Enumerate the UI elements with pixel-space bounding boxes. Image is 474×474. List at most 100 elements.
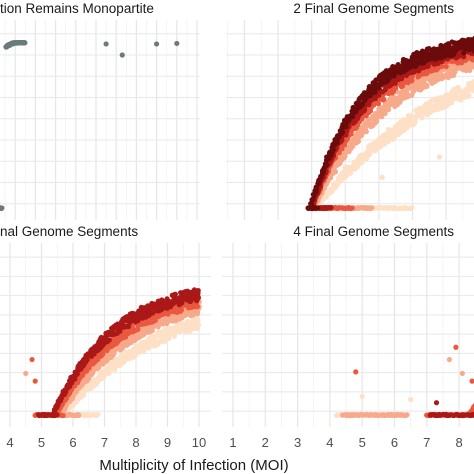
data-point: [391, 73, 397, 79]
data-point: [467, 67, 473, 73]
data-point: [349, 205, 355, 211]
data-point: [60, 412, 66, 419]
data-point: [324, 161, 330, 168]
facet-title: nal Genome Segments: [0, 224, 138, 239]
data-point: [29, 356, 35, 363]
data-point: [22, 40, 28, 46]
facet-title: tion Remains Monopartite: [0, 1, 154, 16]
panel-points: [305, 35, 474, 212]
panel-bottom-left: nal Genome Segments 4 5 6 7 8 9 10: [0, 224, 211, 450]
data-point: [471, 79, 474, 85]
data-point: [342, 164, 348, 170]
data-point: [471, 64, 474, 70]
data-point: [195, 288, 201, 294]
data-point: [347, 170, 354, 176]
data-point: [379, 113, 385, 120]
data-point: [119, 52, 125, 58]
data-point: [443, 63, 449, 70]
data-point: [135, 326, 141, 332]
x-tick-label: 8: [132, 435, 139, 450]
data-point: [369, 205, 375, 211]
data-point: [106, 370, 112, 376]
data-point: [459, 60, 465, 66]
data-point: [371, 96, 377, 102]
data-point: [363, 129, 369, 135]
data-point: [379, 174, 385, 180]
x-tick-label: 4: [6, 435, 13, 450]
data-point: [381, 96, 387, 102]
data-point: [106, 337, 112, 343]
data-point: [157, 329, 164, 335]
data-point: [141, 348, 147, 354]
data-point: [404, 412, 410, 418]
data-point: [195, 321, 201, 327]
data-point: [81, 392, 87, 398]
x-tick-label: 9: [164, 435, 171, 450]
data-point: [308, 201, 314, 207]
data-point: [464, 56, 471, 62]
data-point: [466, 92, 472, 98]
data-point: [32, 378, 38, 384]
data-point: [446, 356, 453, 363]
data-point: [409, 204, 415, 211]
x-tick-label: 7: [101, 435, 108, 450]
data-point: [362, 107, 368, 113]
data-point: [359, 393, 365, 400]
data-point: [470, 39, 474, 45]
data-point: [385, 106, 392, 113]
data-point: [351, 119, 357, 125]
facet-title: 2 Final Genome Segments: [293, 1, 454, 16]
data-point: [174, 40, 180, 47]
data-point: [436, 154, 442, 160]
data-point: [409, 77, 415, 83]
data-point: [171, 333, 177, 339]
data-point: [382, 87, 388, 93]
x-tick-label: 6: [69, 435, 76, 450]
data-point: [339, 146, 345, 152]
data-point: [353, 369, 359, 375]
data-point: [349, 113, 355, 120]
data-point: [172, 291, 178, 297]
panel-top-left: tion Remains Monopartite: [0, 1, 200, 220]
panel-background: [222, 243, 474, 427]
data-point: [424, 83, 430, 90]
data-point: [373, 118, 380, 124]
data-point: [332, 169, 339, 175]
data-point: [408, 113, 414, 119]
data-point: [342, 153, 348, 159]
data-point: [343, 124, 349, 130]
data-point: [439, 63, 445, 70]
data-point: [449, 100, 455, 106]
data-point: [314, 205, 321, 211]
data-point: [96, 364, 102, 370]
data-point: [178, 307, 185, 313]
data-point: [194, 304, 201, 310]
data-point: [195, 293, 201, 300]
data-point: [112, 366, 118, 373]
data-point: [328, 204, 334, 211]
data-point: [154, 41, 160, 47]
panel-points: [0, 40, 180, 212]
data-point: [470, 57, 474, 63]
data-point: [307, 205, 313, 211]
data-point: [393, 85, 399, 91]
panel-top-right: 2 Final Genome Segments: [226, 1, 474, 220]
data-point: [355, 138, 362, 144]
data-point: [447, 65, 453, 71]
x-tick-labels: 4 5 6 7 8 9 10: [6, 435, 206, 450]
panel-background: [0, 20, 200, 220]
data-point: [313, 185, 319, 191]
data-point: [375, 101, 382, 107]
data-point: [453, 344, 459, 350]
data-point: [195, 317, 201, 323]
data-point: [419, 115, 425, 121]
panel-points: [23, 287, 202, 419]
x-tick-label: 10: [192, 435, 206, 450]
data-point: [405, 80, 411, 86]
data-point: [412, 119, 418, 125]
data-point: [166, 335, 172, 341]
data-point: [0, 205, 5, 211]
data-point: [461, 54, 467, 60]
